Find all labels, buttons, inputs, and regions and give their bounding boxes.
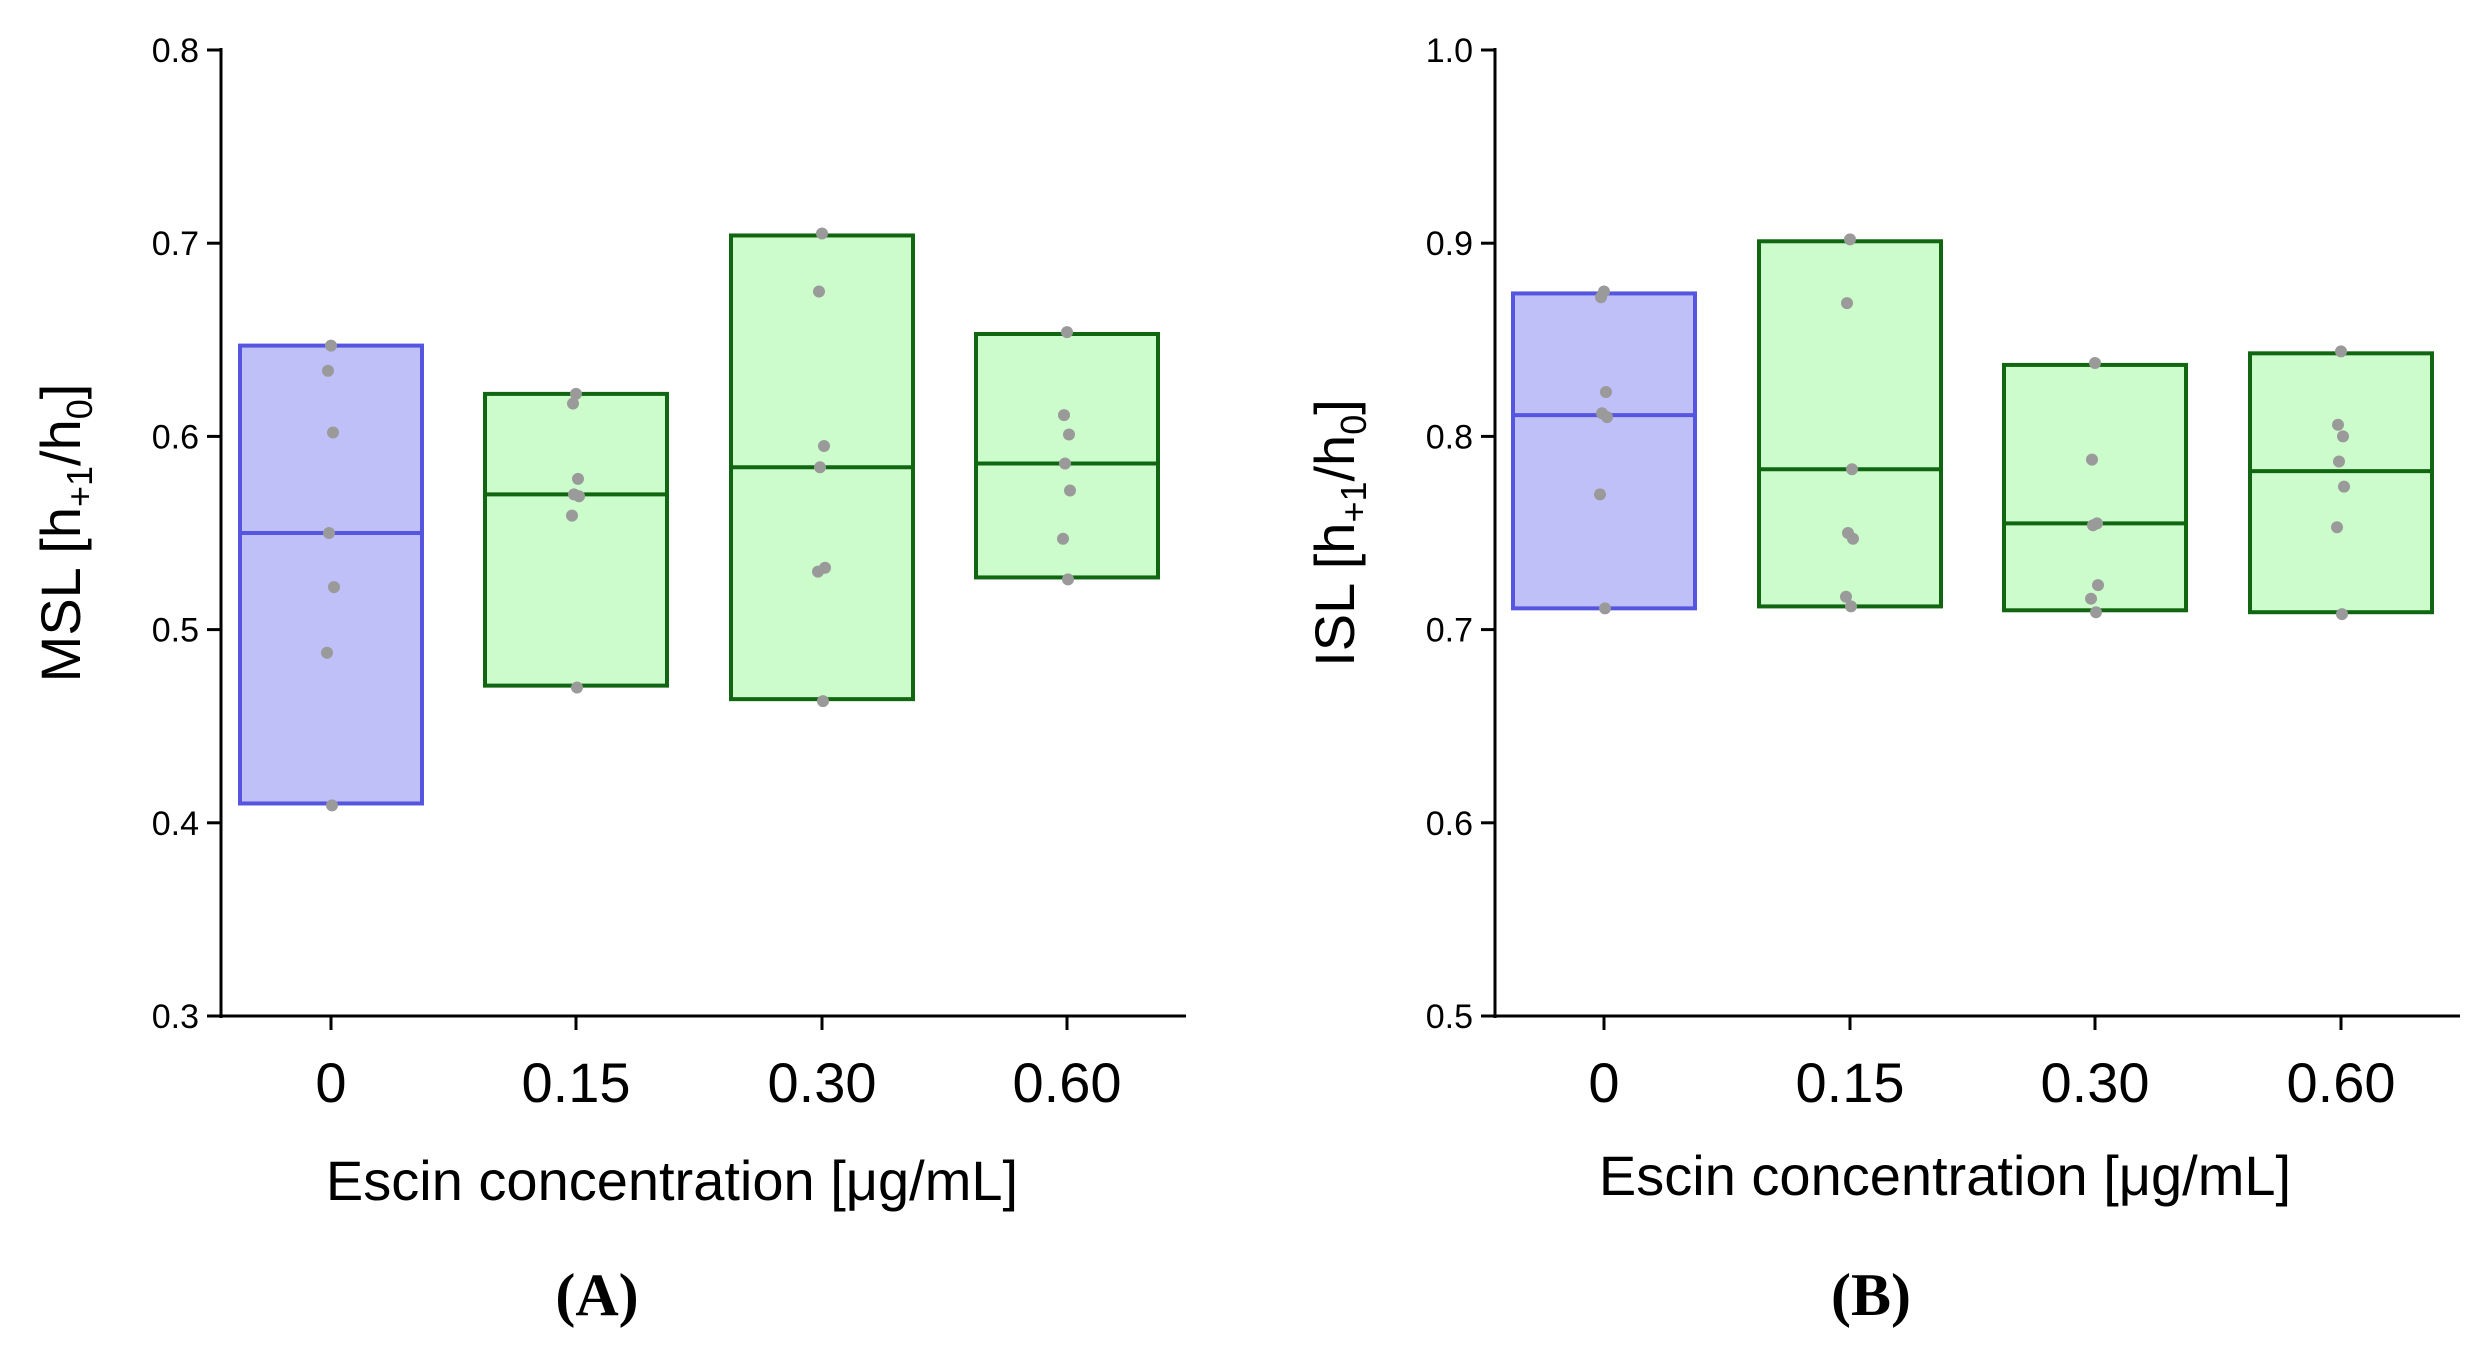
data-point [2337,430,2349,443]
x-tick-label: 0 [1588,1051,1619,1114]
data-point [817,695,829,708]
y-tick-label: 1.0 [1426,32,1473,70]
data-point [2336,608,2348,621]
x-tick-label: 0.15 [1796,1051,1905,1114]
data-point [1594,488,1606,501]
data-point [571,681,583,694]
data-point [573,490,585,503]
panel-label: (A) [555,1262,638,1328]
x-tick-label: 0.60 [2287,1051,2396,1114]
data-point [328,581,340,594]
y-tick-label: 0.8 [1426,418,1473,456]
y-axis-title: MSL [h+1/h0] [29,384,100,683]
data-point [1059,457,1071,470]
data-point [2333,455,2345,468]
data-point [812,565,824,578]
data-point [2090,606,2102,619]
data-point [1841,297,1853,310]
data-point [2089,356,2101,369]
data-point [325,339,337,352]
data-point [1595,291,1607,304]
y-tick-label: 0.5 [152,612,199,650]
x-tick-label: 0.60 [1013,1051,1122,1114]
data-point [566,509,578,522]
data-point [572,472,584,485]
data-point [2338,480,2350,493]
data-point [2092,579,2104,592]
box-0.15 [1757,239,1943,609]
data-point [1845,600,1857,613]
box-0 [238,343,424,806]
data-point [1600,385,1612,398]
data-point [323,527,335,539]
y-axis-title: ISL [h+1/h0] [1303,399,1374,667]
x-tick-label: 0.15 [522,1051,631,1114]
data-point [814,461,826,474]
data-point [1840,590,1852,603]
data-point [321,646,333,659]
data-point [2331,521,2343,534]
y-tick-label: 0.5 [1426,998,1473,1036]
data-point [2087,519,2099,532]
y-tick-label: 0.6 [152,418,199,456]
data-point [2086,453,2098,466]
data-point [1064,484,1076,497]
y-tick-label: 0.3 [152,998,199,1036]
x-axis-title: Escin concentration [μg/mL] [326,1149,1018,1212]
box-0.30 [2002,362,2188,613]
data-point [1062,573,1074,586]
x-tick-label: 0 [315,1051,346,1114]
data-point [1847,532,1859,545]
data-point [1846,463,1858,476]
data-point [813,285,825,298]
data-point [322,364,334,377]
chart-panel-b: 0.5 0.6 0.7 0.8 0.9 1.0 0 0.15 0.30 0.60 ISL [h+1/… [1303,32,2460,1328]
data-point [1599,602,1611,615]
y-tick-label: 0.9 [1426,225,1473,263]
data-point [1844,233,1856,246]
data-point [2085,592,2097,605]
data-point [326,799,338,812]
y-tick-label: 0.4 [152,805,199,843]
y-tick-label: 0.7 [152,225,199,263]
data-point [1601,411,1613,424]
data-point [1057,532,1069,545]
data-point [2332,418,2344,431]
chart-panel-a: 0.3 0.4 0.5 0.6 0.7 0.8 0 0.15 0.30 0.60 MSL [h+1/… [29,32,1186,1328]
data-point [327,426,339,439]
box-0.15 [483,391,669,688]
data-point [818,440,830,453]
panel-label: (B) [1831,1262,1911,1328]
data-point [1063,428,1075,441]
data-point [570,387,582,400]
x-tick-label: 0.30 [768,1051,877,1114]
data-point [2335,345,2347,358]
data-point [816,227,828,240]
data-point [1061,326,1073,339]
x-tick-label: 0.30 [2041,1051,2150,1114]
y-tick-label: 0.8 [152,32,199,70]
data-point [567,397,579,410]
y-tick-label: 0.7 [1426,612,1473,650]
y-tick-label: 0.6 [1426,805,1473,843]
box-0 [1511,291,1697,611]
x-axis-title: Escin concentration [μg/mL] [1599,1144,2291,1207]
data-point [1058,409,1070,422]
